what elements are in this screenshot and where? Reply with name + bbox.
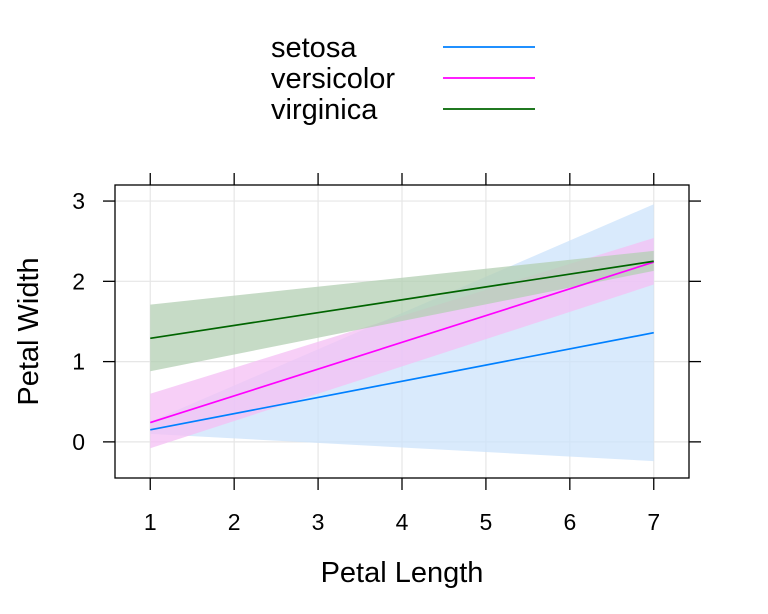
x-tick-label: 5 <box>480 509 493 535</box>
y-tick-label: 0 <box>72 429 85 455</box>
axis-ticks <box>103 173 701 490</box>
legend-label-versicolor: versicolor <box>271 63 395 95</box>
line-setosa <box>150 331 654 431</box>
y-tick-label: 3 <box>72 188 85 214</box>
line-virginica <box>150 260 654 340</box>
x-axis-label: Petal Length <box>321 557 484 589</box>
x-tick-label: 3 <box>312 509 325 535</box>
x-tick-labels: 1 2 3 4 5 6 7 <box>144 509 660 535</box>
legend-label-setosa: setosa <box>271 32 357 64</box>
x-tick-label: 7 <box>647 509 660 535</box>
legend-label-virginica: virginica <box>271 94 378 126</box>
line-versicolor <box>149 261 655 424</box>
y-axis-label: Petal Width <box>13 257 45 405</box>
x-tick-label: 2 <box>228 509 241 535</box>
x-tick-label: 4 <box>396 509 409 535</box>
y-tick-label: 2 <box>72 268 85 294</box>
y-tick-labels: 0 1 2 3 <box>72 188 85 455</box>
series-lines <box>149 260 655 431</box>
y-tick-label: 1 <box>72 349 85 375</box>
x-tick-label: 1 <box>144 509 157 535</box>
x-tick-label: 6 <box>563 509 576 535</box>
